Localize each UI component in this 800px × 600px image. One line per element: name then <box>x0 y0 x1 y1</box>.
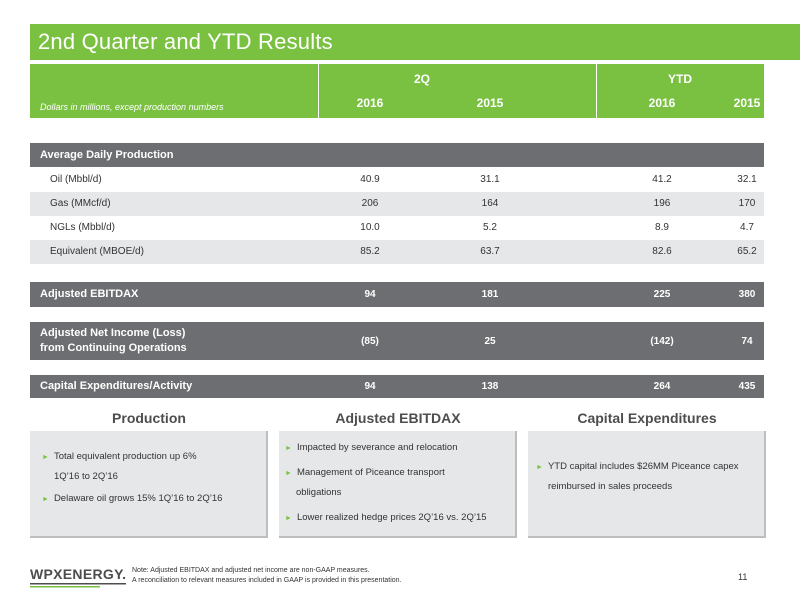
cell: 138 <box>481 381 499 392</box>
header-year: 2015 <box>476 96 504 110</box>
cell: (142) <box>650 336 674 347</box>
table-header: 2Q YTD Dollars in millions, except produ… <box>30 64 764 118</box>
bullet-icon: ► <box>536 464 543 471</box>
bullet-icon: ► <box>285 470 292 477</box>
cell: 94 <box>364 289 376 300</box>
row-adjusted-ebitdax: Adjusted EBITDAX 94 181 225 380 <box>30 282 764 307</box>
table-row: Equivalent (MBOE/d) 85.2 63.7 82.6 65.2 <box>30 240 764 264</box>
row-label: NGLs (Mbbl/d) <box>50 222 116 233</box>
bullet-icon: ► <box>285 515 292 522</box>
row-capital-expenditures: Capital Expenditures/Activity 94 138 264… <box>30 375 764 398</box>
cell: 40.9 <box>360 174 380 185</box>
row-label: from Continuing Operations <box>40 342 187 354</box>
capex-box: ► YTD capital includes $26MM Piceance cap… <box>528 431 766 538</box>
table-row: Gas (MMcf/d) 206 164 196 170 <box>30 192 764 216</box>
cell: 85.2 <box>360 246 380 257</box>
row-label: Adjusted Net Income (Loss) <box>40 327 186 339</box>
cell: 225 <box>653 289 671 300</box>
bullet: ► YTD capital includes $26MM Piceance cap… <box>536 461 739 472</box>
bullet-icon: ► <box>42 454 49 461</box>
header-year: 2015 <box>733 96 761 110</box>
bullet-continuation: obligations <box>296 487 342 498</box>
cell: 164 <box>481 198 499 209</box>
row-adjusted-net-income: Adjusted Net Income (Loss) from Continui… <box>30 322 764 360</box>
section-average-daily-production: Average Daily Production <box>30 143 764 167</box>
cell: 63.7 <box>480 246 500 257</box>
production-box-title: Production <box>112 410 186 426</box>
capex-box-title: Capital Expenditures <box>577 410 717 426</box>
header-divider <box>318 64 319 118</box>
cell: 5.2 <box>483 222 497 233</box>
production-box: ► Total equivalent production up 6% 1Q’16… <box>30 431 268 538</box>
page-number: 11 <box>738 572 748 582</box>
cell: 82.6 <box>652 246 672 257</box>
title-bar: 2nd Quarter and YTD Results <box>30 24 800 60</box>
cell: 8.9 <box>655 222 669 233</box>
row-label: Adjusted EBITDAX <box>40 288 139 300</box>
cell: 41.2 <box>652 174 672 185</box>
cell: 380 <box>738 289 756 300</box>
cell: 94 <box>364 381 376 392</box>
row-label: Equivalent (MBOE/d) <box>50 246 144 257</box>
header-group-2q: 2Q <box>413 72 430 86</box>
footnote: Note: Adjusted EBITDAX and adjusted net … <box>132 566 402 586</box>
bullet-continuation: reimbursed in sales proceeds <box>548 481 673 492</box>
bullet-icon: ► <box>285 445 292 452</box>
cell: 65.2 <box>737 246 757 257</box>
cell: 264 <box>653 381 671 392</box>
ebitdax-box-title: Adjusted EBITDAX <box>335 410 461 426</box>
cell: 435 <box>738 381 756 392</box>
cell: 4.7 <box>740 222 754 233</box>
bullet: ► Delaware oil grows 15% 1Q’16 to 2Q’16 <box>42 493 223 504</box>
bullet-continuation: 1Q’16 to 2Q’16 <box>54 471 118 482</box>
header-note: Dollars in millions, except production n… <box>40 102 224 112</box>
cell: 31.1 <box>480 174 500 185</box>
cell: 170 <box>738 198 756 209</box>
section-label: Average Daily Production <box>40 149 174 161</box>
bullet: ► Impacted by severance and relocation <box>285 442 458 453</box>
cell: 181 <box>481 289 499 300</box>
cell: (85) <box>361 336 379 347</box>
ebitdax-box: ► Impacted by severance and relocation ► M… <box>279 431 517 538</box>
cell: 74 <box>741 336 753 347</box>
table-row: NGLs (Mbbl/d) 10.0 5.2 8.9 4.7 <box>30 216 764 240</box>
header-year: 2016 <box>356 96 384 110</box>
bullet: ► Lower realized hedge prices 2Q’16 vs. 2… <box>285 512 487 523</box>
row-label: Oil (Mbbl/d) <box>50 174 102 185</box>
cell: 196 <box>653 198 671 209</box>
header-group-ytd: YTD <box>668 72 692 86</box>
cell: 10.0 <box>360 222 380 233</box>
cell: 32.1 <box>737 174 757 185</box>
row-label: Gas (MMcf/d) <box>50 198 111 209</box>
cell: 206 <box>361 198 379 209</box>
bullet: ► Management of Piceance transport <box>285 467 445 478</box>
logo-text: WPXENERGY. <box>30 566 127 582</box>
cell: 25 <box>484 336 496 347</box>
header-year: 2016 <box>648 96 676 110</box>
footnote-line: A reconciliation to relevant measures in… <box>132 577 402 584</box>
bullet-icon: ► <box>42 496 49 503</box>
row-label: Capital Expenditures/Activity <box>40 380 193 392</box>
logo-underline-icon <box>30 583 126 588</box>
header-divider <box>596 64 597 118</box>
bullet: ► Total equivalent production up 6% <box>42 451 197 462</box>
table-row: Oil (Mbbl/d) 40.9 31.1 41.2 32.1 <box>30 168 764 192</box>
page-title: 2nd Quarter and YTD Results <box>38 29 333 54</box>
footnote-line: Note: Adjusted EBITDAX and adjusted net … <box>132 567 370 574</box>
wpx-logo: WPXENERGY. <box>30 566 130 588</box>
